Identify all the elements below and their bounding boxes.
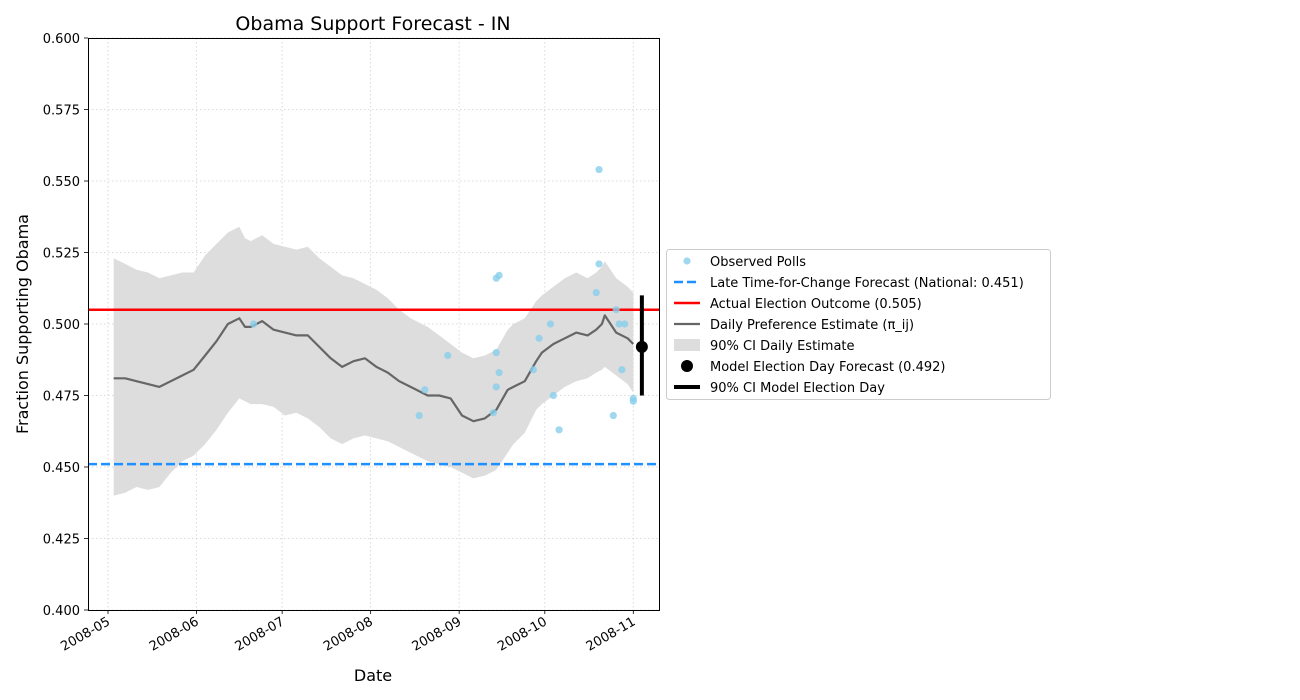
y-tick-label: 0.400 <box>43 604 80 619</box>
daily-estimate-layer <box>113 314 635 423</box>
y-tick-label: 0.475 <box>43 390 80 405</box>
x-tick-label: 2008-11 <box>584 614 639 654</box>
legend-swatch-band <box>674 339 700 351</box>
legend-label-polls: Observed Polls <box>710 255 806 270</box>
legend-swatch-eday <box>681 360 693 372</box>
poll-point <box>546 320 555 328</box>
poll-point <box>444 351 452 360</box>
y-tick-label: 0.575 <box>43 104 80 119</box>
legend-frame <box>666 249 1051 400</box>
plot-frame <box>88 38 660 611</box>
poll-point <box>492 349 500 357</box>
x-tick-label: 2008-10 <box>495 614 550 654</box>
y-ticks: 0.400 0.425 0.450 0.475 0.500 0.525 0.550 0.575… <box>43 32 88 619</box>
legend-label-edayci: 90% CI Model Election Day <box>710 381 885 396</box>
poll-point <box>629 397 637 405</box>
legend: Observed Polls Late Time-for-Change Forec… <box>666 249 1051 400</box>
poll-point <box>492 383 500 391</box>
poll-point <box>549 391 557 400</box>
poll-point <box>592 288 600 297</box>
polls-layer <box>249 165 637 434</box>
poll-point <box>415 411 423 420</box>
election-day-layer <box>635 295 648 396</box>
poll-point <box>421 386 429 394</box>
poll-point <box>495 369 503 377</box>
x-tick-label: 2008-08 <box>321 614 376 654</box>
poll-point <box>555 426 563 434</box>
legend-label-eday: Model Election Day Forecast (0.492) <box>710 360 945 375</box>
poll-point <box>529 366 537 374</box>
legend-label-band: 90% CI Daily Estimate <box>710 339 855 354</box>
y-tick-label: 0.425 <box>43 533 80 548</box>
legend-label-actual: Actual Election Outcome (0.505) <box>710 297 922 312</box>
poll-point <box>595 165 603 174</box>
poll-point <box>621 320 629 328</box>
legend-swatch-polls <box>683 257 691 265</box>
x-tick-label: 2008-07 <box>233 614 288 654</box>
x-ticks: 2008-05 2008-06 2008-07 2008-08 2008-09 2008-… <box>58 610 638 655</box>
poll-point <box>489 409 498 417</box>
poll-point <box>249 320 258 328</box>
y-axis-label: Fraction Supporting Obama <box>13 214 32 434</box>
poll-point <box>615 320 623 328</box>
chart-title: Obama Support Forecast - IN <box>235 13 510 35</box>
y-tick-label: 0.550 <box>43 175 80 190</box>
legend-label-tfc: Late Time-for-Change Forecast (National:… <box>710 276 1024 291</box>
x-tick-label: 2008-09 <box>410 614 465 654</box>
legend-label-daily: Daily Preference Estimate (π_ij) <box>710 318 914 333</box>
poll-point <box>618 366 626 374</box>
poll-point <box>535 334 543 342</box>
x-axis-label: Date <box>354 666 392 685</box>
x-tick-label: 2008-06 <box>147 614 202 654</box>
poll-point <box>612 306 620 314</box>
daily-estimate-line <box>113 314 635 423</box>
reference-lines <box>88 308 659 466</box>
y-tick-label: 0.450 <box>43 461 80 476</box>
y-tick-label: 0.600 <box>43 32 80 47</box>
poll-point <box>609 411 617 420</box>
poll-point <box>595 260 603 268</box>
y-tick-label: 0.500 <box>43 318 80 333</box>
poll-point <box>495 271 503 279</box>
election-day-forecast-point <box>635 340 648 353</box>
y-tick-label: 0.525 <box>43 247 80 262</box>
x-tick-label: 2008-05 <box>58 614 113 654</box>
ci-band <box>113 226 634 496</box>
ci-band-layer <box>113 226 634 496</box>
